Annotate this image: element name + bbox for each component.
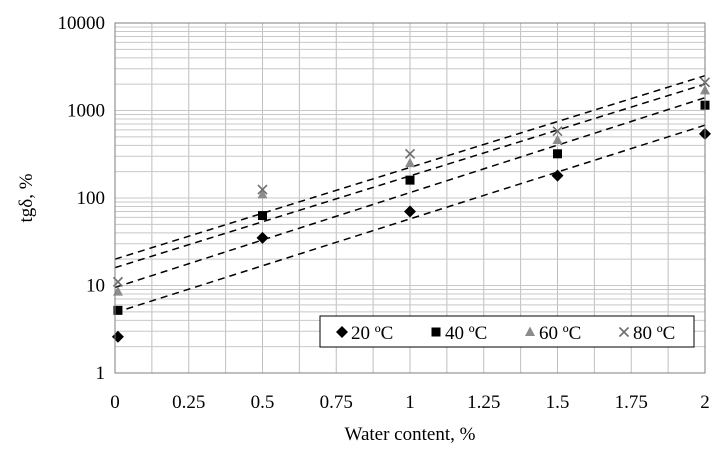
legend-marker (431, 327, 441, 337)
y-tick-label: 1 (96, 363, 106, 384)
plot-frame (114, 22, 706, 374)
legend-marker (525, 326, 535, 336)
trendline (114, 96, 706, 289)
legend-box (319, 315, 695, 348)
x-tick-label: 1.5 (546, 392, 570, 413)
x-tick-label: 1 (405, 392, 415, 413)
x-tick-labels: 0 0.25 0.5 0.75 1 1.25 1.5 1.75 2 (110, 392, 710, 413)
trendlines (114, 74, 706, 314)
x-tick-label: 1.75 (615, 392, 648, 413)
y-tick-label: 100 (77, 188, 106, 209)
grid (115, 23, 705, 373)
legend-label: 60 ºC (539, 323, 581, 344)
data-point (111, 330, 124, 343)
x-tick-label: 0.5 (251, 392, 275, 413)
x-tick-label: 0 (110, 392, 120, 413)
y-tick-label: 1000 (67, 101, 105, 122)
data-point (405, 157, 415, 168)
data-point (113, 305, 123, 315)
legend-label: 80 ºC (633, 323, 675, 344)
legend-label: 20 ºC (351, 323, 393, 344)
data-points (111, 77, 711, 343)
data-point (256, 231, 269, 244)
x-tick-label: 0.75 (320, 392, 353, 413)
data-point (551, 169, 564, 182)
x-tick-label: 2 (700, 392, 710, 413)
data-point (404, 205, 416, 218)
y-axis-title: tgδ, % (16, 173, 37, 222)
data-point (405, 175, 415, 185)
data-point (553, 149, 562, 159)
data-point (258, 211, 267, 221)
y-tick-label: 10000 (58, 13, 106, 34)
data-point (552, 134, 563, 145)
trendline (114, 83, 706, 269)
data-point (257, 188, 268, 199)
x-tick-label: 0.25 (172, 392, 205, 413)
data-point (257, 184, 268, 195)
x-tick-label: 1.25 (467, 392, 500, 413)
legend-label: 40 ºC (445, 323, 487, 344)
legend-marker (336, 326, 348, 338)
y-tick-label: 10 (86, 276, 105, 297)
data-point (552, 126, 563, 137)
x-axis-title: Water content, % (345, 424, 476, 445)
data-point (404, 148, 416, 159)
y-tick-labels: 1 10 100 1000 10000 (58, 13, 106, 384)
legend-marker (618, 326, 630, 338)
data-point (112, 286, 123, 296)
trendline (114, 74, 706, 260)
legend: 20 ºC 40 ºC 60 ºC 80 ºC (319, 315, 695, 348)
